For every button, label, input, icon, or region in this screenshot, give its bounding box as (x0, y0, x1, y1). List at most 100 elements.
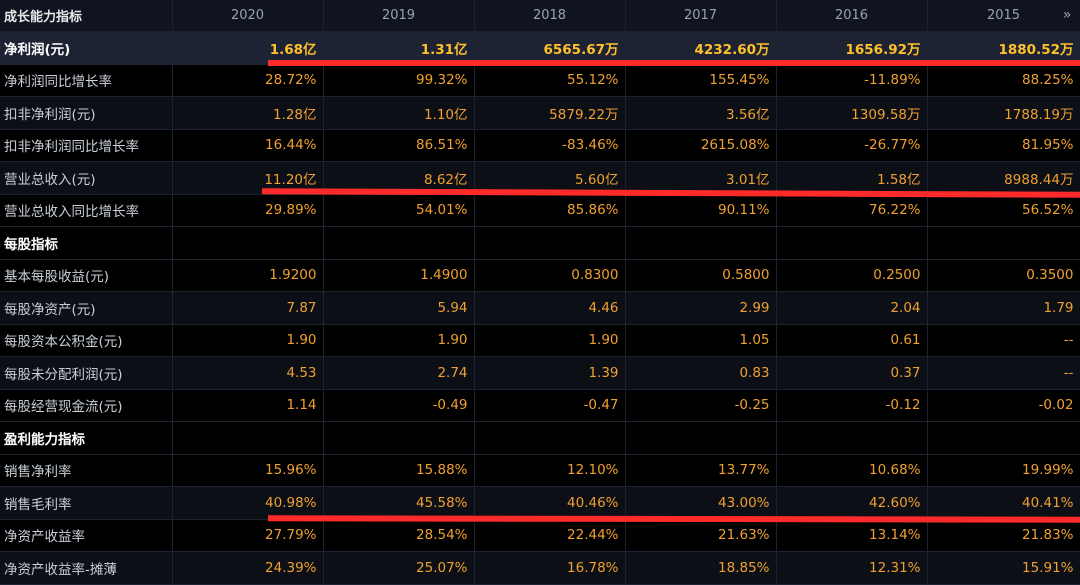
value-cell: 86.51% (323, 129, 475, 162)
value-cell: 54.01% (323, 194, 475, 227)
value-cell: 1.90 (172, 324, 324, 357)
value-cell: 13.14% (776, 519, 928, 552)
table-row[interactable]: 每股经营现金流(元) 1.14 -0.49 -0.47 -0.25 -0.12 -0.02 (0, 389, 1080, 422)
value-cell: 27.79% (172, 519, 324, 552)
table-row[interactable]: 净资产收益率 27.79% 28.54% 22.44% 21.63% 13.14% 21.8… (0, 519, 1080, 552)
double-chevron-right-icon[interactable]: » (1062, 7, 1072, 23)
value-cell: 1.10亿 (323, 96, 475, 130)
row-label: 基本每股收益(元) (0, 259, 173, 292)
value-cell: 56.52% (927, 194, 1080, 227)
row-label: 销售毛利率 (0, 486, 173, 520)
value-cell (172, 226, 324, 260)
table-row[interactable]: 基本每股收益(元) 1.9200 1.4900 0.8300 0.5800 0.2500 0… (0, 259, 1080, 292)
table-row[interactable]: 扣非净利润同比增长率 16.44% 86.51% -83.46% 2615.08% -26… (0, 129, 1080, 162)
value-cell: 0.37 (776, 356, 928, 390)
value-cell: 5879.22万 (474, 96, 626, 130)
value-cell: 6565.67万 (474, 31, 626, 65)
row-label: 扣非净利润同比增长率 (0, 129, 173, 162)
table-row[interactable]: 每股资本公积金(元) 1.90 1.90 1.90 1.05 0.61 -- (0, 324, 1080, 357)
value-cell: 28.72% (172, 64, 324, 97)
row-label: 营业总收入同比增长率 (0, 194, 173, 227)
value-cell: 3.56亿 (625, 96, 777, 130)
value-cell: 12.10% (474, 454, 626, 487)
value-cell: 1.4900 (323, 259, 475, 292)
value-cell: -0.02 (927, 389, 1080, 422)
value-cell: 81.95% (927, 129, 1080, 162)
value-cell: 55.12% (474, 64, 626, 97)
value-cell: 1.9200 (172, 259, 324, 292)
value-cell: -0.47 (474, 389, 626, 422)
year-column-header[interactable]: 2017 (625, 0, 777, 32)
value-cell (474, 421, 626, 455)
table-row[interactable]: 营业总收入同比增长率 29.89% 54.01% 85.86% 90.11% 76.22%… (0, 194, 1080, 227)
value-cell (927, 226, 1080, 260)
year-column-header[interactable]: 2019 (323, 0, 475, 32)
table-row[interactable]: 每股未分配利润(元) 4.53 2.74 1.39 0.83 0.37 -- (0, 356, 1080, 390)
value-cell: 1788.19万 (927, 96, 1080, 130)
value-cell: 90.11% (625, 194, 777, 227)
row-label: 净利润(元) (0, 31, 173, 65)
value-cell: 15.96% (172, 454, 324, 487)
value-cell: 88.25% (927, 64, 1080, 97)
section-header-row[interactable]: 盈利能力指标 (0, 421, 1080, 455)
value-cell: 21.83% (927, 519, 1080, 552)
year-column-header[interactable]: 2016 (776, 0, 928, 32)
table-row[interactable]: 净资产收益率-摊薄 24.39% 25.07% 16.78% 18.85% 12.31% 1… (0, 551, 1080, 585)
value-cell: 22.44% (474, 519, 626, 552)
row-label: 每股资本公积金(元) (0, 324, 173, 357)
table-row[interactable]: 每股净资产(元) 7.87 5.94 4.46 2.99 2.04 1.79 (0, 291, 1080, 325)
table-row[interactable]: 销售毛利率 40.98% 45.58% 40.46% 43.00% 42.60% 40.41… (0, 486, 1080, 520)
row-label: 每股经营现金流(元) (0, 389, 173, 422)
table-row[interactable]: 净利润同比增长率 28.72% 99.32% 55.12% 155.45% -11.89%… (0, 64, 1080, 97)
value-cell: 16.44% (172, 129, 324, 162)
row-label: 净资产收益率-摊薄 (0, 551, 173, 585)
value-cell: 40.98% (172, 486, 324, 520)
value-cell: 4.46 (474, 291, 626, 325)
value-cell: 45.58% (323, 486, 475, 520)
value-cell: 76.22% (776, 194, 928, 227)
value-cell: 1.39 (474, 356, 626, 390)
value-cell: 99.32% (323, 64, 475, 97)
value-cell: 1.14 (172, 389, 324, 422)
value-cell: 21.63% (625, 519, 777, 552)
value-cell: 0.83 (625, 356, 777, 390)
table-row[interactable]: 净利润(元) 1.68亿 1.31亿 6565.67万 4232.60万 1656.92万… (0, 31, 1080, 65)
value-cell (776, 226, 928, 260)
row-label: 销售净利率 (0, 454, 173, 487)
row-label: 每股净资产(元) (0, 291, 173, 325)
table-title: 成长能力指标 (0, 0, 173, 32)
row-label: 扣非净利润(元) (0, 96, 173, 130)
value-cell: 2.04 (776, 291, 928, 325)
indicators-body: 净利润(元) 1.68亿 1.31亿 6565.67万 4232.60万 1656.92万… (0, 31, 1080, 585)
year-column-header[interactable]: 2018 (474, 0, 626, 32)
value-cell: -83.46% (474, 129, 626, 162)
value-cell: 85.86% (474, 194, 626, 227)
value-cell: 12.31% (776, 551, 928, 585)
value-cell: 10.68% (776, 454, 928, 487)
value-cell: 1.28亿 (172, 96, 324, 130)
value-cell: -0.49 (323, 389, 475, 422)
value-cell (776, 421, 928, 455)
value-cell (323, 421, 475, 455)
value-cell: 40.41% (927, 486, 1080, 520)
value-cell: 1.05 (625, 324, 777, 357)
value-cell (323, 226, 475, 260)
value-cell: 1656.92万 (776, 31, 928, 65)
value-cell: 15.88% (323, 454, 475, 487)
year-column-header[interactable]: 2020 (172, 0, 324, 32)
value-cell: 0.61 (776, 324, 928, 357)
table-row[interactable]: 销售净利率 15.96% 15.88% 12.10% 13.77% 10.68% 19.99… (0, 454, 1080, 487)
value-cell: 43.00% (625, 486, 777, 520)
value-cell (625, 226, 777, 260)
section-header-row[interactable]: 每股指标 (0, 226, 1080, 260)
value-cell: 1.90 (323, 324, 475, 357)
row-label: 净资产收益率 (0, 519, 173, 552)
value-cell: 0.2500 (776, 259, 928, 292)
value-cell: -- (927, 324, 1080, 357)
table-row[interactable]: 扣非净利润(元) 1.28亿 1.10亿 5879.22万 3.56亿 1309.58万 1… (0, 96, 1080, 130)
value-cell: 0.8300 (474, 259, 626, 292)
value-cell: 13.77% (625, 454, 777, 487)
section-label: 盈利能力指标 (0, 421, 173, 455)
year-column-header[interactable]: 2015 » (927, 0, 1080, 32)
